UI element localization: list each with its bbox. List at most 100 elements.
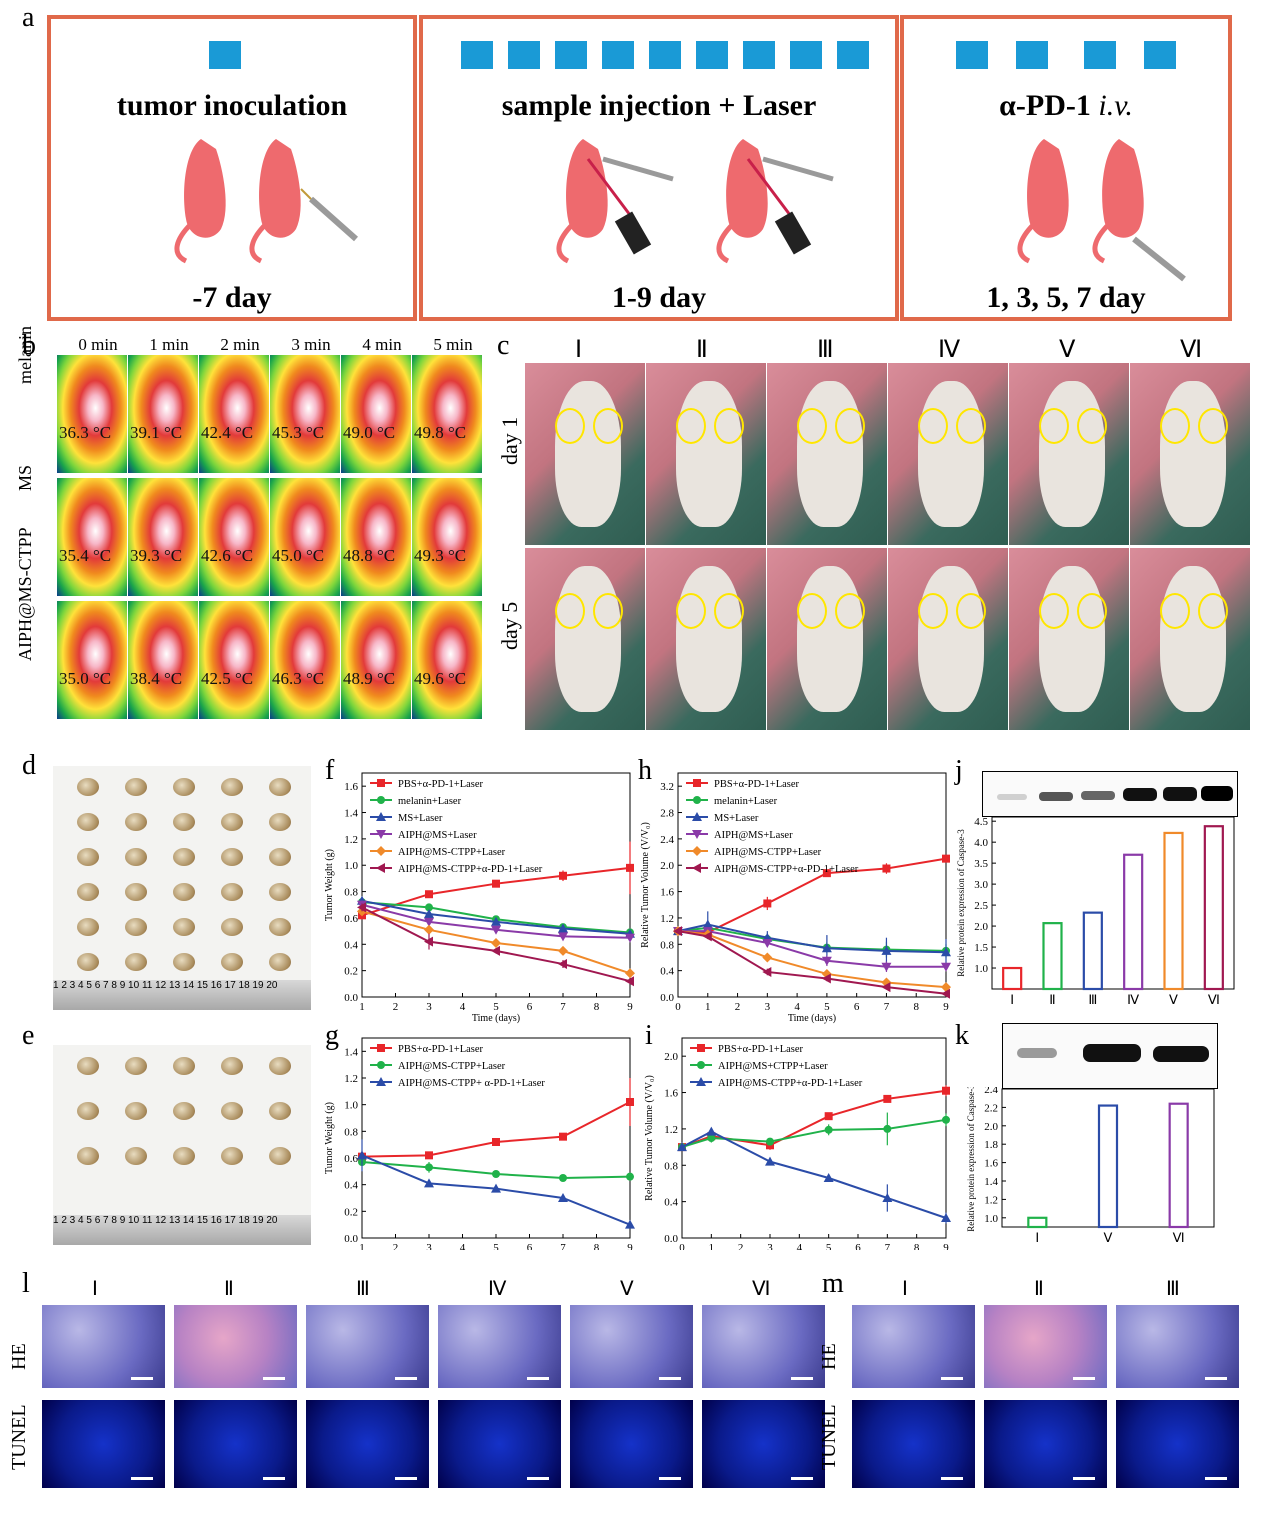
panel-label-b: b <box>22 330 36 361</box>
y-tick-label: 1.4 <box>344 1046 358 1058</box>
legend-item: AIPH@MS-CTPP+Laser <box>686 846 822 858</box>
y-tick-label: 3.2 <box>660 781 674 793</box>
tumor-circle <box>835 408 865 444</box>
panel-label-k: k <box>955 1020 969 1051</box>
temperature-label: 42.6 °C <box>201 546 254 565</box>
tumor-sample <box>269 778 291 796</box>
chart-k-caspase3: 1.0 1.2 1.4 1.6 1.8 2.0 2.2 2.4 Relative protein… <box>966 1087 1215 1245</box>
tunel-image <box>984 1400 1107 1488</box>
category-label: Ⅵ <box>1208 992 1220 1007</box>
tunel-image <box>702 1400 825 1488</box>
x-tick-label: 9 <box>627 1242 633 1250</box>
scale-bar <box>263 1377 285 1380</box>
bar <box>1123 853 1144 991</box>
y-tick-label: 0.4 <box>344 939 358 951</box>
thermal-image: 49.3 °C <box>412 478 482 596</box>
data-point <box>677 1142 687 1152</box>
data-point <box>559 1174 567 1182</box>
legend-marker <box>376 846 386 856</box>
thermal-image: 35.4 °C <box>57 478 127 596</box>
y-tick-label: 1.8 <box>984 1139 998 1151</box>
data-point <box>702 931 712 942</box>
data-point <box>424 908 434 918</box>
day-label: day 5 <box>497 601 522 650</box>
category-label: Ⅰ <box>1010 992 1014 1007</box>
he-image <box>306 1305 429 1388</box>
data-point <box>881 962 892 972</box>
y-tick-label: 2.4 <box>660 834 674 846</box>
legend-item: AIPH@MS-CTPP+ α-PD-1+Laser <box>370 1077 545 1089</box>
x-tick-label: 8 <box>594 1242 600 1250</box>
scale-bar <box>131 1377 153 1380</box>
x-tick-label: 0 <box>675 1001 681 1013</box>
data-point <box>625 933 635 943</box>
legend-item: AIPH@MS-CTPP+Laser <box>370 1061 506 1072</box>
group-label: Ⅱ <box>224 1278 234 1300</box>
data-point <box>425 1163 433 1172</box>
y-tick-label: 2.8 <box>660 808 674 820</box>
scale-bar <box>1073 1377 1095 1380</box>
scale-bar <box>527 1377 549 1380</box>
legend-item: melanin+Laser <box>370 796 462 807</box>
plot-frame <box>681 1037 947 1239</box>
plot-frame <box>1001 1088 1215 1228</box>
series <box>358 1078 634 1161</box>
tumor-circle <box>1077 408 1107 444</box>
temperature-label: 38.4 °C <box>130 669 183 688</box>
y-tick-label: 1.6 <box>664 1088 678 1100</box>
legend-marker <box>697 1044 705 1052</box>
legend-marker <box>377 1044 385 1052</box>
data-point <box>942 854 950 863</box>
panel-label-m: m <box>822 1268 844 1299</box>
series-line <box>681 1130 947 1219</box>
thermal-image: 42.5 °C <box>199 601 269 719</box>
y-tick-label: 1.2 <box>664 1124 678 1136</box>
temperature-label: 46.3 °C <box>272 669 325 688</box>
data-point <box>626 1098 634 1106</box>
thermal-image: 42.6 °C <box>199 478 269 596</box>
ruler: 1 2 3 4 5 6 7 8 9 10 11 12 13 14 15 16 1… <box>53 1215 311 1245</box>
data-point <box>559 1132 567 1141</box>
x-tick-label: 5 <box>493 1242 499 1250</box>
x-tick-label: 6 <box>855 1242 861 1250</box>
data-point <box>492 1170 500 1178</box>
tumor-circle <box>1160 593 1190 629</box>
scale-bar <box>395 1477 417 1480</box>
data-point <box>673 926 682 937</box>
timeline-square <box>209 41 241 69</box>
legend-marker <box>377 1061 385 1069</box>
data-point <box>762 938 773 948</box>
y-tick-label: 4.0 <box>974 837 988 849</box>
legend-item: AIPH@MS+CTPP+Laser <box>690 1061 828 1072</box>
time-label: 4 min <box>362 335 402 354</box>
legend-item: MS+Laser <box>686 812 759 824</box>
x-tick-label: 2 <box>735 1001 741 1013</box>
temperature-label: 39.1 °C <box>130 423 183 442</box>
scale-bar <box>659 1477 681 1480</box>
x-tick-label: 4 <box>794 1001 800 1013</box>
legend-item: AIPH@MS-CTPP+α-PD-1+Laser <box>686 863 859 875</box>
legend-label: AIPH@MS-CTPP+α-PD-1+Laser <box>714 864 859 875</box>
bar <box>1203 825 1224 991</box>
category-label: Ⅰ <box>1035 1230 1039 1245</box>
mouse-photo <box>1130 548 1250 730</box>
x-tick-label: 2 <box>738 1242 744 1250</box>
tumor-sample <box>221 778 243 796</box>
tumor-sample <box>77 953 99 971</box>
ruler: 1 2 3 4 5 6 7 8 9 10 11 12 13 14 15 16 1… <box>53 980 311 1010</box>
legend-label: AIPH@MS-CTPP+ α-PD-1+Laser <box>398 1078 545 1089</box>
data-point <box>941 947 951 957</box>
tumor-sample <box>269 1102 291 1120</box>
data-point <box>491 945 500 956</box>
thermal-image: 39.1 °C <box>128 355 198 473</box>
data-point <box>424 936 433 947</box>
data-point <box>882 864 891 873</box>
mouse-photo <box>888 363 1008 545</box>
tumor-sample <box>125 953 147 971</box>
legend-label: melanin+Laser <box>398 796 462 807</box>
x-tick-label: 2 <box>393 1242 399 1250</box>
time-label: 5 min <box>433 335 473 354</box>
legend-label: PBS+α-PD-1+Laser <box>398 1044 484 1055</box>
series-line <box>677 930 947 989</box>
